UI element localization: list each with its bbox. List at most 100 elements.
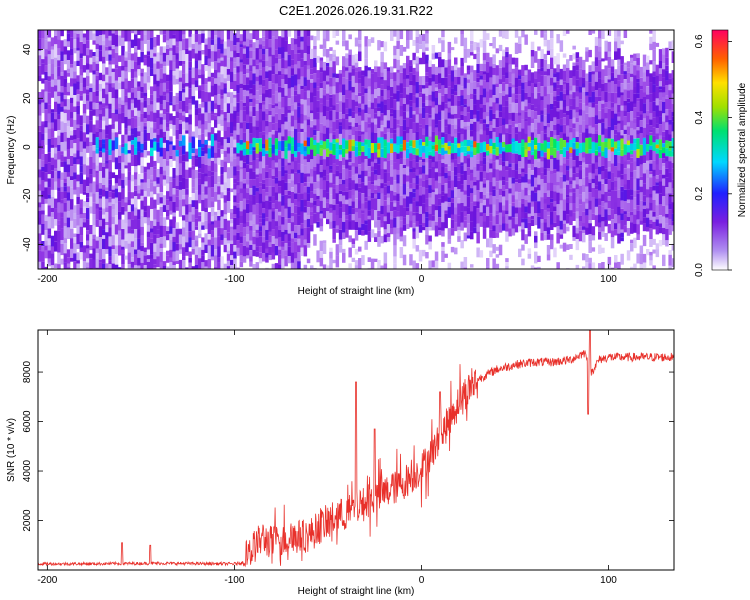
heatmap-cell	[140, 195, 144, 201]
heatmap-cell	[162, 30, 167, 35]
heatmap-cell	[342, 203, 346, 213]
heatmap-cell	[150, 197, 154, 210]
heatmap-cell	[137, 131, 141, 137]
heatmap-cell	[543, 96, 548, 109]
heatmap-cell	[204, 129, 208, 137]
heatmap-cell	[354, 123, 359, 128]
heatmap-cell	[582, 177, 586, 185]
heatmap-cell	[182, 206, 186, 216]
heatmap-cell	[258, 75, 263, 85]
heatmap-cell	[150, 167, 154, 176]
heatmap-cell	[607, 79, 612, 83]
heatmap-cell	[98, 262, 103, 269]
heatmap-cell	[79, 95, 84, 101]
heatmap-cell	[546, 254, 551, 261]
heatmap-cell	[380, 193, 384, 206]
heatmap-cell	[569, 184, 573, 189]
heatmap-cell	[233, 68, 237, 74]
heatmap-cell	[489, 158, 493, 164]
heatmap-cell	[204, 78, 208, 85]
heatmap-cell	[201, 107, 205, 114]
heatmap-cell	[521, 110, 525, 120]
heatmap-cell	[607, 149, 612, 161]
heatmap-cell	[300, 183, 304, 194]
heatmap-cell	[348, 190, 352, 199]
heatmap-cell	[457, 77, 461, 85]
heatmap-cell	[556, 204, 560, 215]
heatmap-cell	[396, 174, 400, 184]
heatmap-cell	[66, 257, 71, 264]
heatmap-cell	[284, 121, 288, 130]
heatmap-cell	[492, 190, 496, 196]
heatmap-cell	[572, 109, 576, 118]
heatmap-cell	[396, 110, 400, 120]
heatmap-cell	[166, 122, 170, 127]
heatmap-cell	[54, 44, 58, 48]
heatmap-cell	[258, 84, 263, 89]
heatmap-cell	[262, 201, 266, 209]
heatmap-cell	[438, 205, 442, 218]
heatmap-cell	[303, 61, 308, 66]
heatmap-cell	[306, 173, 311, 177]
heatmap-cell	[530, 110, 535, 119]
heatmap-cell	[540, 86, 544, 97]
heatmap-cell	[73, 213, 77, 219]
heatmap-cell	[393, 151, 397, 163]
heatmap-cell	[278, 75, 282, 87]
heatmap-cell	[537, 142, 541, 151]
heatmap-cell	[313, 125, 317, 130]
heatmap-cell	[38, 210, 42, 218]
heatmap-cell	[575, 189, 580, 198]
heatmap-cell	[159, 129, 164, 138]
heatmap-cell	[316, 153, 320, 164]
heatmap-cell	[348, 205, 352, 215]
heatmap-cell	[486, 198, 490, 207]
heatmap-cell	[418, 57, 423, 65]
heatmap-cell	[242, 155, 247, 163]
heatmap-cell	[178, 70, 183, 78]
heatmap-cell	[252, 126, 256, 138]
heatmap-cell	[546, 113, 551, 124]
heatmap-cell	[335, 225, 340, 229]
heatmap-cell	[146, 262, 151, 268]
heatmap-cell	[386, 67, 391, 72]
heatmap-cell	[271, 116, 276, 124]
heatmap-cell	[102, 259, 106, 264]
heatmap-cell	[258, 222, 263, 227]
heatmap-cell	[578, 179, 583, 186]
heatmap-cell	[441, 213, 445, 223]
heatmap-cell	[73, 261, 77, 269]
heatmap-cell	[374, 152, 378, 160]
heatmap-cell	[188, 204, 192, 213]
heatmap-cell	[137, 69, 141, 76]
heatmap-cell	[502, 82, 506, 91]
heatmap-cell	[370, 184, 375, 193]
heatmap-cell	[156, 80, 160, 87]
heatmap-cell	[50, 64, 55, 74]
heatmap-cell	[412, 95, 416, 103]
heatmap-cell	[428, 126, 432, 137]
heatmap-cell	[265, 195, 269, 201]
heatmap-cell	[412, 188, 416, 193]
heatmap-cell	[73, 233, 77, 238]
heatmap-cell	[265, 108, 269, 114]
heatmap-cell	[223, 103, 228, 112]
heatmap-cell	[194, 268, 199, 269]
heatmap-cell	[134, 185, 138, 191]
heatmap-cell	[130, 267, 135, 269]
heatmap-cell	[527, 179, 532, 184]
heatmap-cell	[329, 97, 333, 108]
heatmap-cell	[351, 135, 356, 140]
heatmap-cell	[114, 80, 119, 90]
heatmap-cell	[486, 128, 490, 135]
heatmap-cell	[268, 88, 272, 98]
heatmap-cell	[582, 77, 586, 84]
heatmap-cell	[73, 119, 77, 130]
heatmap-cell	[297, 117, 301, 124]
heatmap-cell	[335, 73, 340, 79]
heatmap-cell	[412, 85, 416, 96]
heatmap-cell	[521, 244, 525, 251]
heatmap-cell	[553, 117, 557, 125]
heatmap-cell	[457, 96, 461, 101]
heatmap-cell	[578, 161, 583, 166]
